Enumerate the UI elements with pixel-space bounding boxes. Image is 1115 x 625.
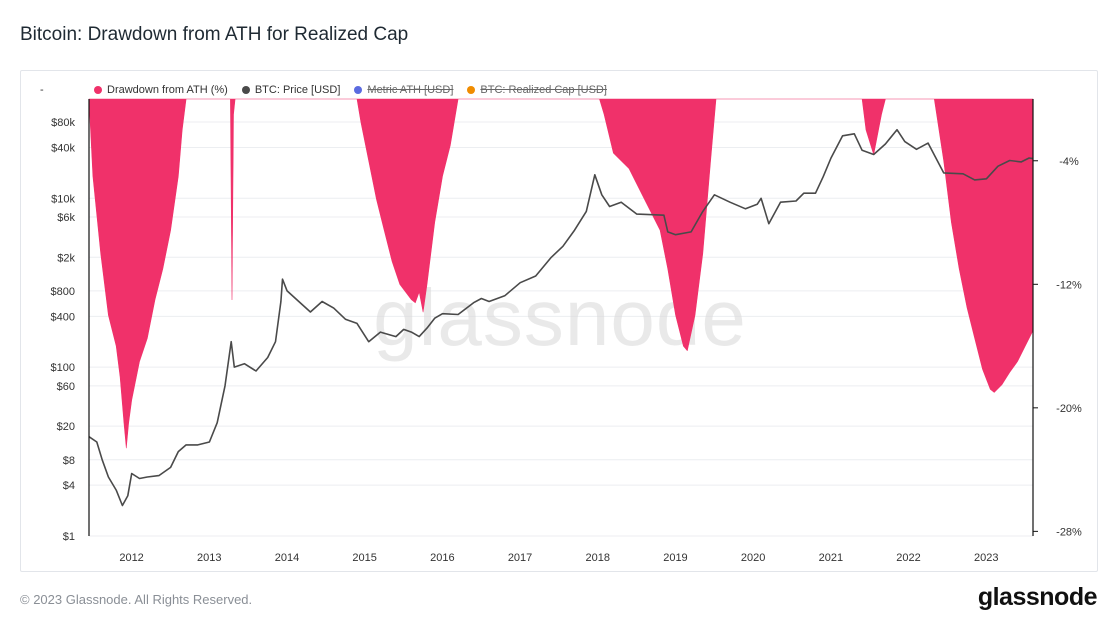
legend-label-drawdown: Drawdown from ATH (%) <box>107 84 228 96</box>
x-tick-label: 2023 <box>974 552 998 564</box>
y-tick-left-label: $4 <box>63 480 75 492</box>
x-tick-label: 2021 <box>819 552 843 564</box>
x-tick-label: 2020 <box>741 552 765 564</box>
legend-item-drawdown[interactable]: Drawdown from ATH (%) <box>94 84 228 96</box>
y-tick-left-label: $800 <box>51 286 75 298</box>
brand-logo: glassnode <box>977 583 1098 611</box>
x-tick-label: 2019 <box>663 552 687 564</box>
copyright-footer: © 2023 Glassnode. All Rights Reserved. <box>20 592 253 607</box>
y-tick-left-label: $400 <box>51 311 75 323</box>
legend-toggle[interactable]: - <box>40 84 44 96</box>
x-tick-label: 2012 <box>119 552 143 564</box>
axes <box>88 99 1034 536</box>
chart-legend: - Drawdown from ATH (%) BTC: Price [USD]… <box>40 82 607 98</box>
y-tick-left-label: $60 <box>57 381 75 393</box>
chart-panel <box>20 70 1098 572</box>
y-tick-right-label: -4% <box>1059 156 1079 168</box>
drawdown-area <box>88 98 1034 449</box>
y-tick-left-label: $80k <box>51 117 75 129</box>
y-tick-left-label: $6k <box>57 212 75 224</box>
y-tick-right-label: -12% <box>1056 279 1082 291</box>
legend-item-price[interactable]: BTC: Price [USD] <box>241 84 341 96</box>
y-tick-left-label: $8 <box>63 455 75 467</box>
y-axis-right-ticks: -4% -12% -20% -28% <box>1033 156 1082 538</box>
btc-price-line <box>88 128 1034 507</box>
y-tick-left-label: $40k <box>51 142 75 154</box>
y-tick-left-label: $2k <box>57 252 75 264</box>
legend-item-metric-ath[interactable]: Metric ATH [USD] <box>354 84 453 96</box>
legend-dot-price <box>241 86 250 94</box>
legend-dot-drawdown <box>94 86 102 94</box>
price-line-layer <box>88 128 1034 507</box>
page-title: Bitcoin: Drawdown from ATH for Realized … <box>20 24 409 45</box>
y-tick-left-label: $100 <box>51 362 75 374</box>
x-axis-ticks: 2012 2013 2014 2015 2016 2017 2018 2019 2020 2021… <box>119 552 998 564</box>
legend-label-metric-ath: Metric ATH [USD] <box>367 84 454 96</box>
drawdown-area-layer <box>88 98 1034 449</box>
legend-dot-realized-cap <box>467 86 476 94</box>
y-tick-left-label: $20 <box>57 421 75 433</box>
y-tick-left-label: $1 <box>63 531 75 543</box>
y-tick-right-label: -28% <box>1056 526 1082 538</box>
y-axis-left-ticks: $1 $4 $8 $20 $60 $100 $400 $800 $2k $6k $10k $40k $8… <box>51 117 76 543</box>
legend-dot-metric-ath <box>354 86 363 94</box>
x-tick-label: 2013 <box>197 552 221 564</box>
x-tick-label: 2022 <box>896 552 920 564</box>
y-tick-left-label: $10k <box>51 193 75 205</box>
legend-label-price: BTC: Price [USD] <box>254 84 341 96</box>
legend-label-realized-cap: BTC: Realized Cap [USD] <box>480 84 607 96</box>
grid-lines <box>89 121 1033 537</box>
x-tick-label: 2016 <box>430 552 454 564</box>
x-tick-label: 2018 <box>586 552 610 564</box>
x-tick-label: 2014 <box>275 552 299 564</box>
y-tick-right-label: -20% <box>1056 403 1082 415</box>
legend-item-realized-cap[interactable]: BTC: Realized Cap [USD] <box>467 84 607 96</box>
x-tick-label: 2015 <box>352 552 376 564</box>
x-tick-label: 2017 <box>508 552 532 564</box>
